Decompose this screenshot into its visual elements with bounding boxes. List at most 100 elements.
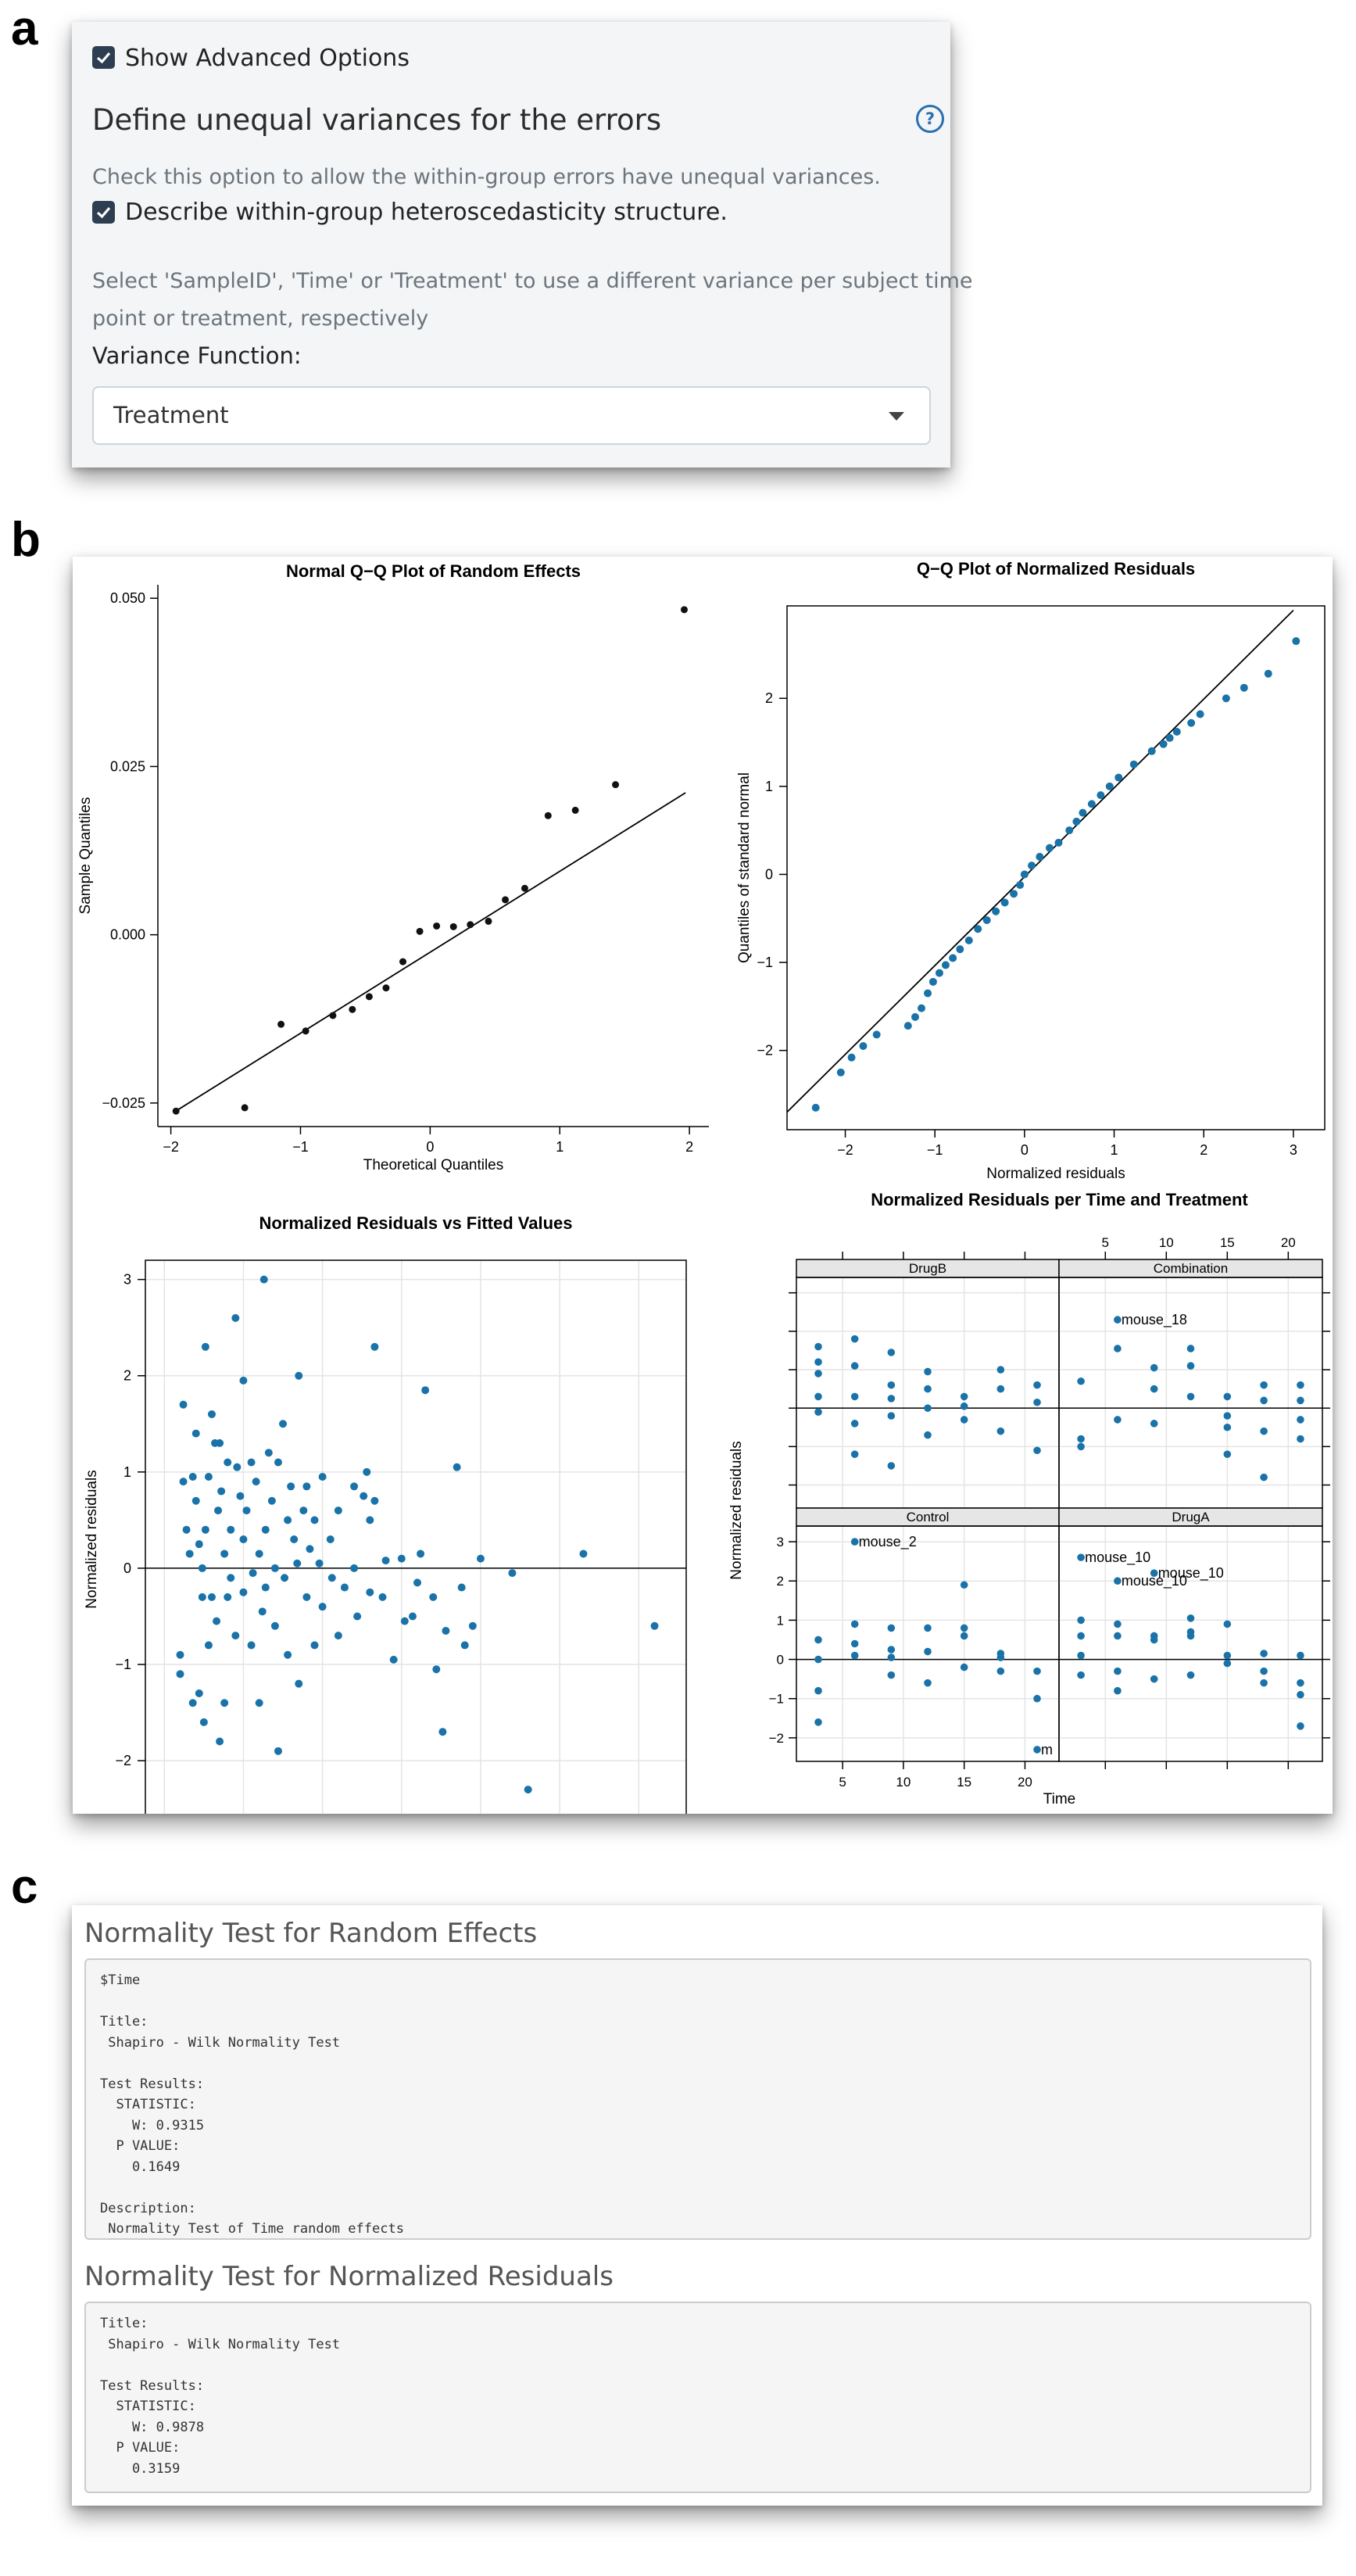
data-point xyxy=(198,1593,206,1601)
data-point xyxy=(850,1392,859,1401)
data-point xyxy=(1114,1686,1122,1695)
show-advanced-label[interactable]: Show Advanced Options xyxy=(125,45,410,72)
data-point xyxy=(220,1550,229,1558)
data-point xyxy=(1223,1659,1232,1668)
data-point xyxy=(1072,817,1081,826)
data-point xyxy=(928,977,937,986)
data-point xyxy=(847,1053,856,1062)
data-point xyxy=(182,1525,191,1534)
data-point xyxy=(224,1593,232,1601)
data-point xyxy=(982,916,991,924)
data-point xyxy=(207,1593,216,1601)
data-point xyxy=(259,1275,268,1284)
data-point xyxy=(1186,1614,1195,1622)
x-axis-label: Time xyxy=(1043,1791,1076,1807)
data-point xyxy=(453,1463,461,1471)
data-point xyxy=(1264,669,1272,678)
y-axis-label: Sample Quantiles xyxy=(77,797,94,915)
data-point xyxy=(1186,1392,1195,1401)
y-tick-label: −2 xyxy=(115,1753,131,1768)
facet-frame xyxy=(796,1525,1060,1762)
data-point xyxy=(201,1525,209,1534)
y-axis-label: Quantiles of standard normal xyxy=(736,772,753,963)
x-tick-label: −2 xyxy=(837,1142,853,1158)
data-point xyxy=(1114,1416,1122,1424)
data-point xyxy=(460,1641,469,1650)
data-point xyxy=(544,811,552,819)
data-point xyxy=(290,1535,299,1543)
data-point xyxy=(233,1463,242,1471)
data-point xyxy=(1010,890,1018,898)
data-point xyxy=(887,1624,896,1632)
data-point xyxy=(293,1559,302,1567)
random-effects-output-line: P VALUE: xyxy=(100,2138,181,2154)
data-point xyxy=(207,1410,216,1418)
data-point xyxy=(239,1588,248,1596)
data-point xyxy=(299,1507,308,1515)
heteroscedasticity-label[interactable]: Describe within-group heteroscedasticity… xyxy=(125,199,728,226)
data-point xyxy=(239,1535,248,1543)
data-point xyxy=(1297,1396,1304,1405)
data-point xyxy=(315,1559,324,1567)
data-point xyxy=(903,1022,912,1030)
panel-label-b: b xyxy=(11,513,41,567)
data-point xyxy=(911,1012,919,1021)
data-point xyxy=(476,1554,485,1563)
y-tick-label: −1 xyxy=(757,955,773,970)
help-icon[interactable]: ? xyxy=(916,105,944,133)
advanced-options-panel: Show Advanced Options Define unequal var… xyxy=(72,22,973,468)
data-point xyxy=(1033,1446,1041,1455)
y-tick-label: 2 xyxy=(765,690,773,706)
y-tick-label: 0.000 xyxy=(110,927,145,943)
data-point xyxy=(318,1603,327,1611)
reference-line xyxy=(174,792,686,1112)
data-point xyxy=(326,1535,335,1543)
data-point xyxy=(811,1103,820,1112)
residuals-output-line: STATISTIC: xyxy=(100,2399,196,2414)
data-point xyxy=(1097,791,1105,800)
point-label: m xyxy=(1041,1742,1053,1757)
data-point xyxy=(887,1395,896,1403)
data-point xyxy=(217,1487,226,1496)
y-tick-label: −2 xyxy=(757,1043,773,1059)
point-label: mouse_10 xyxy=(1158,1565,1224,1582)
data-point xyxy=(1033,1694,1041,1703)
data-point xyxy=(850,1420,859,1428)
data-point xyxy=(349,1005,356,1013)
data-point xyxy=(306,1545,314,1553)
heteroscedasticity-checkbox[interactable] xyxy=(92,201,115,224)
show-advanced-checkbox[interactable] xyxy=(92,46,115,69)
data-point xyxy=(350,1564,359,1572)
data-point xyxy=(887,1349,896,1356)
data-point xyxy=(814,1686,822,1695)
data-point xyxy=(261,1525,270,1534)
data-point xyxy=(224,1458,232,1467)
data-point xyxy=(370,1496,379,1505)
data-point xyxy=(310,1516,319,1524)
data-point xyxy=(680,606,688,614)
data-point xyxy=(179,1400,188,1409)
data-point xyxy=(1033,1381,1041,1389)
data-point xyxy=(1187,718,1196,727)
data-point xyxy=(201,1342,209,1351)
data-point xyxy=(457,1583,466,1592)
data-point xyxy=(524,1786,532,1794)
random-effects-output-line: Description: xyxy=(100,2200,196,2216)
data-point xyxy=(274,1747,282,1755)
y-tick-label: 0 xyxy=(765,866,773,882)
data-point xyxy=(1186,1632,1195,1640)
data-point xyxy=(400,1617,409,1625)
data-point xyxy=(918,1004,925,1012)
y-tick-label: 2 xyxy=(123,1368,131,1384)
data-point xyxy=(231,1632,240,1640)
x-tick-label: 0 xyxy=(1021,1142,1029,1158)
variance-function-select[interactable]: Treatment xyxy=(92,386,931,445)
data-point xyxy=(1114,1667,1122,1675)
data-point xyxy=(960,1402,968,1410)
data-point xyxy=(1150,1675,1158,1683)
data-point xyxy=(416,927,424,935)
data-point xyxy=(571,806,579,814)
data-point xyxy=(1150,1569,1158,1577)
data-point xyxy=(353,1612,362,1621)
random-effects-output-line: Shapiro - Wilk Normality Test xyxy=(100,2034,341,2051)
